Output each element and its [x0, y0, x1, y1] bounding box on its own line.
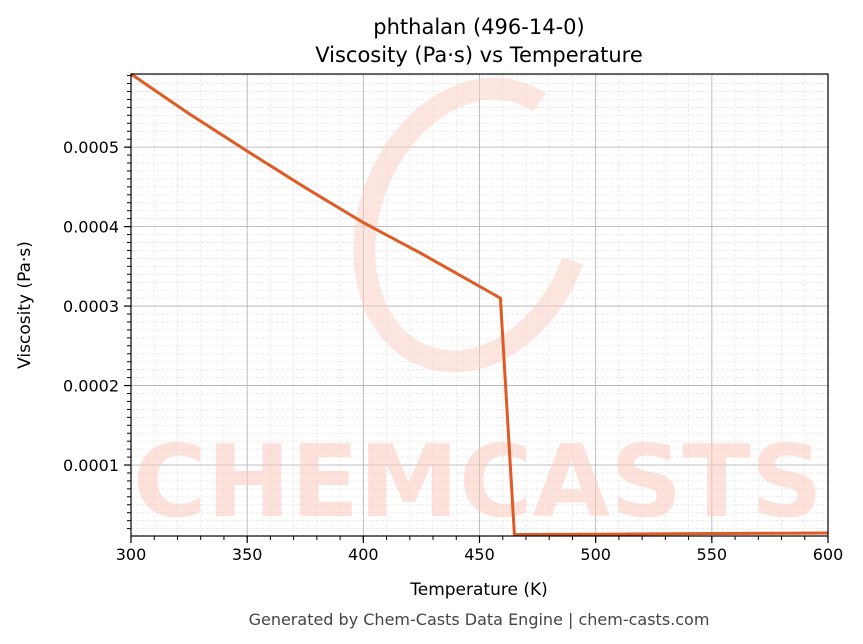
- x-tick-label: 350: [232, 545, 263, 564]
- x-tick-label: 500: [580, 545, 611, 564]
- x-tick-label: 550: [697, 545, 728, 564]
- y-axis-label: Viscosity (Pa·s): [15, 241, 35, 369]
- watermark-logo: CHEMCASTS: [133, 77, 823, 540]
- plot-frame: [130, 73, 829, 537]
- chart-subtitle: Viscosity (Pa·s) vs Temperature: [315, 43, 643, 67]
- chart-title: phthalan (496-14-0): [373, 15, 584, 39]
- series-line: [130, 72, 829, 537]
- y-tick-label: 0.0002: [63, 377, 119, 396]
- x-axis-label: Temperature (K): [409, 580, 548, 600]
- watermark-text: CHEMCASTS: [133, 423, 823, 540]
- x-tick-label: 300: [116, 545, 147, 564]
- x-tick-label: 600: [813, 545, 844, 564]
- y-tick-label: 0.0001: [63, 456, 119, 475]
- y-tick-label: 0.0003: [63, 297, 119, 316]
- x-tick-label: 400: [348, 545, 379, 564]
- footer: Generated by Chem-Casts Data Engine | ch…: [249, 610, 710, 629]
- y-tick-label: 0.0005: [63, 138, 119, 157]
- x-tick-label: 450: [464, 545, 495, 564]
- y-tick-label: 0.0004: [63, 218, 119, 237]
- watermark-ring: [353, 77, 595, 373]
- ticks: 300 350 400 450 500 550 600 0.0001 0.0002 0.0003 0…: [63, 75, 844, 564]
